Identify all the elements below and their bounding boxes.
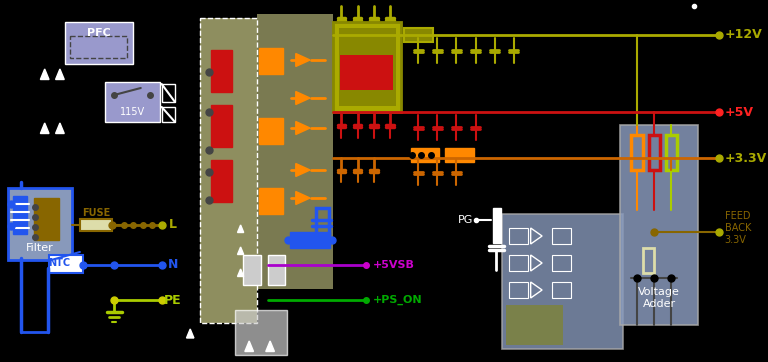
- Bar: [666, 135, 677, 170]
- Polygon shape: [266, 341, 274, 352]
- Polygon shape: [237, 269, 243, 277]
- Polygon shape: [187, 329, 194, 338]
- Bar: [340, 55, 392, 90]
- Text: Filter: Filter: [26, 243, 54, 253]
- Bar: [620, 125, 698, 325]
- Bar: [404, 28, 432, 42]
- Bar: [445, 148, 474, 162]
- Text: +12V: +12V: [725, 29, 763, 42]
- Polygon shape: [296, 92, 310, 105]
- Text: FUSE: FUSE: [82, 208, 110, 218]
- Text: PFC: PFC: [87, 28, 111, 38]
- Text: NTC: NTC: [48, 258, 70, 268]
- Text: N: N: [168, 258, 178, 272]
- Bar: [643, 248, 654, 273]
- Bar: [506, 305, 563, 345]
- Bar: [509, 228, 528, 244]
- Bar: [200, 18, 257, 323]
- Bar: [80, 219, 112, 231]
- Text: +PS_ON: +PS_ON: [372, 295, 422, 305]
- Polygon shape: [237, 247, 243, 254]
- Bar: [200, 18, 257, 323]
- Text: PE: PE: [164, 294, 182, 307]
- Bar: [104, 82, 160, 122]
- Text: +5V: +5V: [725, 105, 753, 118]
- Polygon shape: [237, 225, 243, 232]
- Bar: [509, 282, 528, 298]
- Bar: [509, 255, 528, 271]
- Text: FEED
BACK
3.3V: FEED BACK 3.3V: [725, 211, 751, 245]
- Bar: [13, 196, 27, 234]
- Polygon shape: [41, 123, 49, 134]
- Bar: [339, 28, 396, 106]
- Bar: [551, 282, 571, 298]
- Bar: [211, 105, 232, 147]
- Bar: [333, 22, 402, 112]
- Text: 115V: 115V: [120, 107, 144, 117]
- Bar: [411, 148, 439, 162]
- Text: +3.3V: +3.3V: [725, 152, 767, 164]
- Polygon shape: [41, 69, 49, 80]
- Polygon shape: [296, 54, 310, 67]
- Bar: [259, 48, 283, 74]
- Bar: [257, 14, 333, 289]
- Bar: [502, 214, 623, 349]
- Text: PG: PG: [458, 215, 474, 225]
- Polygon shape: [245, 341, 253, 352]
- Bar: [551, 255, 571, 271]
- Polygon shape: [55, 69, 65, 80]
- Bar: [259, 188, 283, 214]
- Bar: [35, 198, 59, 240]
- Bar: [259, 118, 283, 144]
- Bar: [268, 255, 286, 285]
- Bar: [8, 188, 72, 260]
- Polygon shape: [296, 191, 310, 205]
- Bar: [243, 255, 260, 285]
- Bar: [65, 22, 133, 64]
- Bar: [49, 255, 83, 273]
- Text: L: L: [169, 219, 177, 232]
- Bar: [71, 36, 127, 58]
- Bar: [162, 107, 175, 122]
- Bar: [492, 208, 502, 243]
- Bar: [211, 160, 232, 202]
- Bar: [162, 84, 175, 102]
- Polygon shape: [296, 164, 310, 177]
- Polygon shape: [55, 123, 65, 134]
- Bar: [211, 50, 232, 92]
- Text: Voltage
Adder: Voltage Adder: [638, 287, 680, 309]
- Bar: [631, 135, 643, 170]
- Polygon shape: [296, 122, 310, 135]
- Bar: [290, 232, 330, 248]
- Text: +5VSB: +5VSB: [372, 260, 415, 270]
- Bar: [649, 135, 660, 170]
- Bar: [551, 228, 571, 244]
- Bar: [316, 208, 329, 240]
- Bar: [235, 310, 287, 355]
